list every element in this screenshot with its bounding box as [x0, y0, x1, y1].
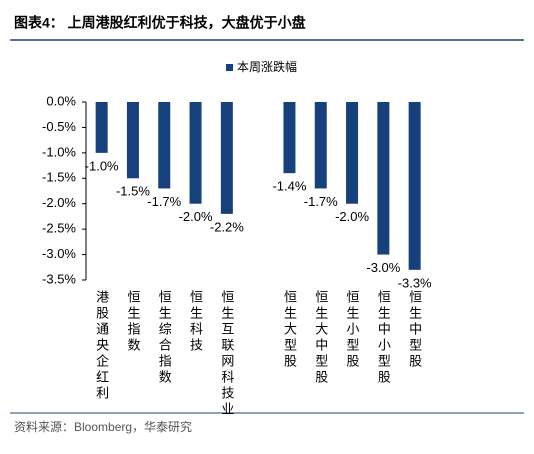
- bar: [95, 102, 108, 153]
- x-tick-label: 恒生中小型股: [376, 290, 391, 386]
- y-tick-label: -3.5%: [42, 271, 76, 286]
- x-tick-label: 恒生大型股: [282, 290, 297, 370]
- value-label: -3.3%: [398, 275, 432, 290]
- y-tick-label: -1.5%: [42, 170, 76, 185]
- value-label: -1.7%: [304, 194, 338, 209]
- value-label: -1.4%: [272, 179, 306, 194]
- x-tick-label: 港股通央企红利: [94, 290, 109, 402]
- bar: [377, 102, 390, 255]
- source-note: 资料来源：Bloomberg，华泰研究: [14, 419, 192, 434]
- y-tick-label: -2.0%: [42, 195, 76, 210]
- chart-title: 图表4： 上周港股红利优于科技，大盘优于小盘: [14, 15, 306, 31]
- x-tick-label: 恒生大中型股: [313, 290, 328, 386]
- x-tick-label: 恒生综合指数: [157, 290, 172, 386]
- bar: [189, 102, 202, 204]
- bar: [158, 102, 171, 189]
- legend-label: 本周涨跌幅: [237, 59, 297, 74]
- y-tick-label: -2.5%: [42, 221, 76, 236]
- value-label: -1.5%: [116, 184, 150, 199]
- x-tick-label: 恒生小型股: [345, 290, 360, 370]
- y-tick-label: -3.0%: [42, 246, 76, 261]
- x-tick-label: 恒生互联网科技业: [219, 290, 234, 418]
- x-tick-label: 恒生中型股: [407, 290, 422, 370]
- bar: [346, 102, 359, 204]
- y-tick-label: -1.0%: [42, 144, 76, 159]
- bar: [408, 102, 421, 270]
- value-label: -1.0%: [85, 158, 119, 173]
- x-tick-label: 恒生科技: [188, 290, 203, 354]
- value-label: -3.0%: [366, 260, 400, 275]
- bar: [314, 102, 327, 189]
- value-label: -2.0%: [179, 209, 213, 224]
- value-label: -2.2%: [210, 219, 244, 234]
- value-label: -2.0%: [335, 209, 369, 224]
- legend-swatch: [226, 64, 233, 71]
- value-label: -1.7%: [147, 194, 181, 209]
- x-tick-label: 恒生指数: [125, 290, 140, 354]
- bar: [220, 102, 233, 214]
- y-tick-label: 0.0%: [46, 93, 76, 108]
- bar: [283, 102, 296, 174]
- bar: [126, 102, 139, 179]
- y-tick-label: -0.5%: [42, 119, 76, 134]
